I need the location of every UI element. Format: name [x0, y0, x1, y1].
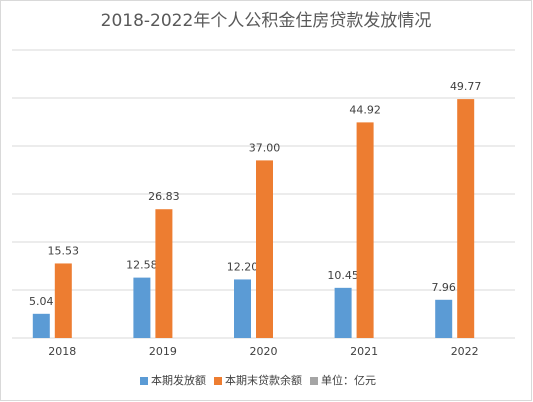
chart-title: 2018-2022年个人公积金住房贷款发放情况	[101, 11, 432, 31]
value-label: 7.96	[431, 281, 456, 294]
bar	[32, 313, 50, 338]
x-tick-label: 2019	[149, 345, 177, 358]
bar	[54, 263, 72, 338]
bar	[256, 160, 273, 338]
legend-label: 单位：亿元	[321, 373, 376, 387]
value-label: 10.45	[327, 269, 359, 282]
legend-label: 本期末贷款余额	[225, 373, 302, 387]
value-label: 44.92	[349, 103, 381, 116]
value-label: 5.04	[29, 295, 54, 308]
x-tick-label: 2021	[350, 345, 378, 358]
value-label: 49.77	[450, 80, 482, 93]
legend-swatch	[310, 377, 318, 385]
bar	[334, 287, 352, 338]
legend-swatch	[140, 377, 148, 385]
value-label: 26.83	[148, 190, 180, 203]
x-tick-label: 2022	[451, 345, 479, 358]
x-tick-label: 2018	[48, 345, 76, 358]
bar	[435, 299, 453, 338]
bar	[133, 277, 151, 338]
value-label: 37.00	[249, 141, 281, 154]
bar	[234, 279, 251, 338]
x-tick-label: 2020	[250, 345, 278, 358]
legend: 本期发放额 本期末贷款余额 单位：亿元	[140, 373, 376, 387]
value-label: 12.20	[227, 260, 259, 273]
bar	[457, 99, 475, 338]
bar	[356, 122, 374, 338]
bar	[155, 209, 173, 338]
legend-swatch	[214, 377, 222, 385]
legend-label: 本期发放额	[151, 373, 206, 387]
value-label: 15.53	[48, 244, 80, 257]
value-label: 12.58	[126, 259, 158, 272]
